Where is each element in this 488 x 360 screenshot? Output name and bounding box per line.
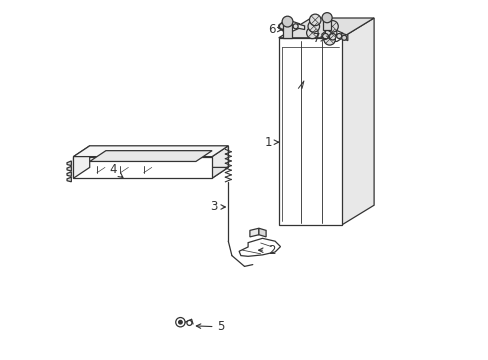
Polygon shape [67, 161, 71, 166]
Polygon shape [341, 33, 347, 41]
Polygon shape [282, 22, 292, 38]
Polygon shape [297, 24, 304, 30]
Circle shape [285, 23, 291, 30]
Polygon shape [89, 151, 212, 161]
Polygon shape [67, 166, 71, 171]
Circle shape [292, 24, 298, 29]
Polygon shape [67, 172, 71, 176]
Polygon shape [321, 31, 342, 41]
Polygon shape [73, 146, 228, 157]
Polygon shape [278, 22, 299, 31]
Polygon shape [239, 238, 280, 256]
Circle shape [326, 21, 338, 32]
Circle shape [175, 318, 185, 327]
Polygon shape [89, 146, 228, 167]
Polygon shape [258, 228, 265, 237]
Text: 6: 6 [268, 23, 282, 36]
Circle shape [282, 16, 292, 27]
Text: 2: 2 [258, 244, 275, 257]
Text: 1: 1 [264, 136, 278, 149]
Circle shape [279, 23, 285, 29]
Circle shape [322, 13, 331, 23]
Text: 4: 4 [109, 163, 122, 177]
Polygon shape [73, 146, 89, 178]
Polygon shape [73, 157, 212, 178]
Circle shape [186, 320, 192, 325]
Circle shape [336, 33, 341, 39]
Polygon shape [67, 177, 71, 182]
Text: 7: 7 [312, 32, 325, 45]
Circle shape [178, 320, 182, 324]
Polygon shape [249, 228, 258, 237]
Circle shape [323, 33, 335, 45]
Polygon shape [322, 18, 331, 30]
Polygon shape [278, 18, 373, 38]
Circle shape [325, 27, 336, 39]
Polygon shape [73, 167, 228, 178]
Circle shape [309, 14, 320, 26]
Text: 5: 5 [196, 320, 224, 333]
Circle shape [329, 33, 335, 40]
Text: 3: 3 [210, 201, 225, 213]
Polygon shape [341, 18, 373, 225]
Circle shape [307, 21, 319, 32]
Circle shape [322, 33, 328, 39]
Polygon shape [278, 38, 341, 225]
Polygon shape [212, 146, 228, 178]
Circle shape [341, 35, 346, 40]
Circle shape [306, 27, 318, 39]
